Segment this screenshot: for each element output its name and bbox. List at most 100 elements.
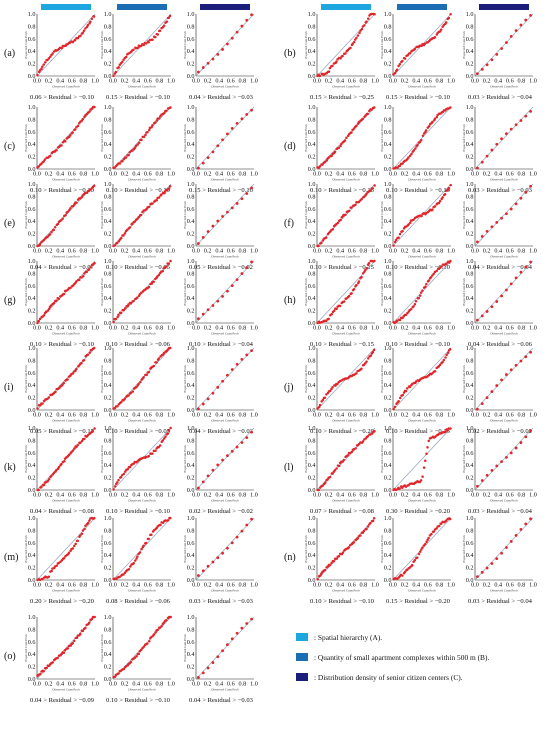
y-tick-label: 0.4 xyxy=(28,48,36,55)
data-point xyxy=(361,531,365,534)
residual-range: 0.03 > Residual > −0.03 xyxy=(189,598,254,605)
data-point xyxy=(61,217,64,220)
data-point xyxy=(250,349,253,353)
x-tick-label: 1.0 xyxy=(91,681,99,688)
data-point xyxy=(142,135,146,139)
data-point xyxy=(519,196,523,200)
x-axis-title: Observed Cum Prob xyxy=(128,332,156,336)
data-point xyxy=(245,353,249,357)
data-point xyxy=(167,16,171,19)
x-tick-label: 0.6 xyxy=(506,412,514,419)
x-tick-label: 1.0 xyxy=(529,171,537,178)
x-tick-label: 0.8 xyxy=(80,582,88,589)
data-point xyxy=(156,33,160,36)
subplot-A: 0.0 0.2 0.4 0.6 0.8 1.00.00.20.40.60.81.0Obse… xyxy=(24,4,99,101)
x-tick-label: 0.4 xyxy=(336,248,344,255)
data-point xyxy=(490,148,494,152)
residual-range: 0.20 > Residual > −0.20 xyxy=(30,598,95,605)
x-tick-label: 0.6 xyxy=(348,492,356,499)
reference-line xyxy=(474,260,534,324)
y-tick-label: 0.2 xyxy=(384,475,392,482)
data-point xyxy=(131,222,134,225)
data-point xyxy=(480,402,484,406)
y-tick-label: 0.2 xyxy=(104,61,112,68)
y-tick-label: 0.4 xyxy=(187,295,195,302)
data-point xyxy=(432,530,436,533)
data-point xyxy=(355,124,358,128)
data-point xyxy=(71,641,74,645)
subplot-B: 0.0 0.2 0.4 0.6 0.8 1.00.00.20.40.60.81.0Obse… xyxy=(100,258,175,348)
y-tick-label: 1.0 xyxy=(466,11,474,18)
y-tick-label: 0.0 xyxy=(384,73,392,80)
x-axis-title: Observed Cum Prob xyxy=(128,499,156,503)
data-point xyxy=(500,47,503,50)
y-tick-label: 0.0 xyxy=(466,407,474,414)
data-point xyxy=(432,272,435,276)
data-point xyxy=(480,67,484,71)
y-tick-label: 0.2 xyxy=(384,308,392,315)
data-point xyxy=(147,41,150,44)
data-point xyxy=(331,228,335,231)
x-tick-label: 0.4 xyxy=(494,78,502,85)
data-point xyxy=(39,485,43,489)
x-tick-label: 0.4 xyxy=(412,248,420,255)
data-point xyxy=(90,17,94,20)
subplot-B: 0.0 0.2 0.4 0.6 0.8 1.00.00.20.40.60.81.0Obse… xyxy=(380,425,455,515)
y-axis-title: Expected Cum Prob xyxy=(304,31,308,59)
y-tick-label: 1.0 xyxy=(384,11,392,18)
data-point xyxy=(444,21,448,24)
data-point xyxy=(82,274,85,278)
x-tick-label: 1.0 xyxy=(250,248,258,255)
y-tick-label: 1.0 xyxy=(187,104,195,111)
x-tick-label: 0.8 xyxy=(156,412,164,419)
y-tick-label: 1.0 xyxy=(104,614,112,621)
x-tick-label: 0.4 xyxy=(56,681,64,688)
y-tick-label: 0.8 xyxy=(104,437,112,444)
data-point xyxy=(55,299,58,302)
y-tick-label: 0.0 xyxy=(187,487,195,494)
data-point xyxy=(328,475,332,479)
residual-range: 0.10 > Residual > −0.10 xyxy=(106,187,171,194)
reference-line xyxy=(474,183,534,247)
x-tick-label: 0.4 xyxy=(412,492,420,499)
data-point xyxy=(495,52,499,56)
y-tick-label: 0.8 xyxy=(28,23,36,30)
y-tick-label: 1.0 xyxy=(28,515,36,522)
data-point xyxy=(63,649,67,652)
data-point xyxy=(66,210,69,214)
data-point xyxy=(495,557,499,561)
residual-range: 0.03 > Residual > −0.04 xyxy=(468,598,533,605)
data-point xyxy=(333,469,337,472)
data-point xyxy=(240,441,244,444)
data-point xyxy=(318,74,322,78)
data-point xyxy=(62,556,66,560)
data-point xyxy=(55,149,58,152)
data-point xyxy=(431,208,434,211)
data-point xyxy=(116,315,119,319)
data-point xyxy=(352,541,356,544)
data-point xyxy=(395,68,399,72)
x-tick-label: 0.6 xyxy=(424,412,432,419)
data-point xyxy=(81,31,85,34)
data-point xyxy=(128,151,132,154)
y-axis-title: Expected Cum Prob xyxy=(24,535,28,563)
data-point xyxy=(69,207,72,210)
data-point xyxy=(339,218,342,222)
subplot-B: 0.0 0.2 0.4 0.6 0.8 1.00.00.20.40.60.81.0Obse… xyxy=(100,614,175,704)
data-point xyxy=(370,108,373,111)
y-tick-label: 0.4 xyxy=(384,141,392,148)
data-point xyxy=(495,300,499,303)
y-tick-label: 0.2 xyxy=(466,154,474,161)
data-point xyxy=(201,671,205,675)
x-tick-label: 0.0 xyxy=(109,681,117,688)
y-tick-label: 0.8 xyxy=(28,626,36,633)
data-point xyxy=(124,55,128,59)
reference-line xyxy=(195,427,255,491)
x-tick-label: 0.8 xyxy=(518,78,526,85)
data-point xyxy=(419,479,423,482)
data-point xyxy=(121,159,124,163)
y-tick-label: 1.0 xyxy=(384,104,392,111)
data-point xyxy=(514,29,518,32)
y-tick-label: 0.4 xyxy=(308,462,316,469)
data-point xyxy=(360,197,363,201)
